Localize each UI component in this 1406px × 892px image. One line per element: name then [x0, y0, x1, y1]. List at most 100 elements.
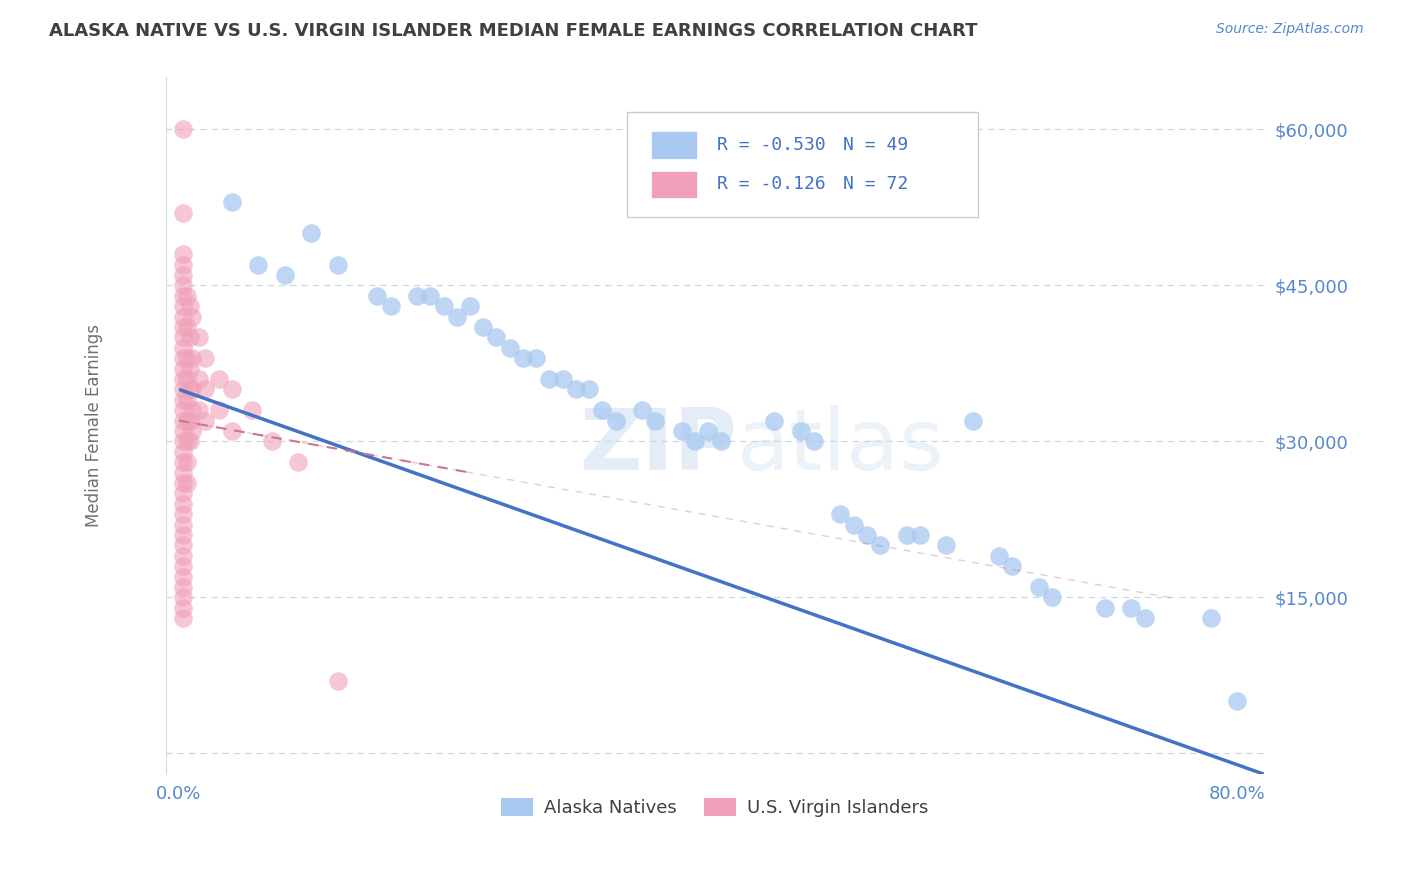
- Point: [172, 600, 194, 615]
- Point: [172, 351, 194, 366]
- Point: [179, 299, 201, 313]
- Point: [179, 383, 201, 397]
- Point: [172, 310, 194, 324]
- Point: [644, 414, 666, 428]
- Point: [172, 372, 194, 386]
- Point: [578, 383, 600, 397]
- Point: [176, 475, 198, 490]
- Text: R = -0.126: R = -0.126: [717, 176, 825, 194]
- Point: [524, 351, 547, 366]
- Point: [172, 392, 194, 407]
- Point: [179, 414, 201, 428]
- Text: N = 72: N = 72: [844, 176, 908, 194]
- Point: [172, 444, 194, 458]
- Point: [287, 455, 309, 469]
- Point: [1226, 694, 1249, 708]
- Point: [683, 434, 706, 449]
- Point: [172, 403, 194, 417]
- Point: [179, 434, 201, 449]
- Point: [935, 538, 957, 552]
- Point: [172, 205, 194, 219]
- Point: [988, 549, 1011, 563]
- Point: [240, 403, 263, 417]
- Point: [172, 268, 194, 282]
- Point: [176, 289, 198, 303]
- Point: [172, 434, 194, 449]
- Point: [551, 372, 574, 386]
- Point: [187, 372, 209, 386]
- Point: [172, 559, 194, 574]
- Point: [512, 351, 534, 366]
- Point: [172, 507, 194, 521]
- Point: [1028, 580, 1050, 594]
- Point: [172, 549, 194, 563]
- Point: [763, 414, 786, 428]
- Point: [187, 330, 209, 344]
- Point: [274, 268, 297, 282]
- Point: [326, 673, 349, 688]
- Point: [326, 258, 349, 272]
- Point: [260, 434, 283, 449]
- Point: [208, 372, 231, 386]
- Point: [803, 434, 825, 449]
- Y-axis label: Median Female Earnings: Median Female Earnings: [86, 325, 103, 527]
- Point: [172, 330, 194, 344]
- Point: [1133, 611, 1156, 625]
- Point: [172, 320, 194, 334]
- Point: [172, 517, 194, 532]
- Text: atlas: atlas: [737, 405, 945, 488]
- Point: [172, 414, 194, 428]
- Point: [380, 299, 402, 313]
- Point: [172, 258, 194, 272]
- Point: [176, 351, 198, 366]
- Point: [221, 424, 243, 438]
- Point: [172, 486, 194, 500]
- Point: [432, 299, 454, 313]
- Point: [485, 330, 508, 344]
- FancyBboxPatch shape: [651, 130, 697, 159]
- Point: [179, 330, 201, 344]
- Text: Source: ZipAtlas.com: Source: ZipAtlas.com: [1216, 22, 1364, 37]
- Point: [176, 392, 198, 407]
- Point: [1040, 591, 1063, 605]
- Point: [406, 289, 429, 303]
- Point: [605, 414, 627, 428]
- Point: [172, 466, 194, 480]
- Point: [299, 227, 322, 241]
- Point: [221, 195, 243, 210]
- Point: [172, 361, 194, 376]
- Point: [1094, 600, 1116, 615]
- Legend: Alaska Natives, U.S. Virgin Islanders: Alaska Natives, U.S. Virgin Islanders: [494, 790, 936, 824]
- Point: [1001, 559, 1024, 574]
- Point: [181, 424, 204, 438]
- Point: [247, 258, 270, 272]
- Point: [591, 403, 613, 417]
- Point: [172, 455, 194, 469]
- Point: [790, 424, 813, 438]
- Point: [181, 383, 204, 397]
- Point: [631, 403, 654, 417]
- FancyBboxPatch shape: [627, 112, 979, 217]
- Point: [962, 414, 984, 428]
- Point: [896, 528, 918, 542]
- Point: [179, 361, 201, 376]
- Point: [172, 299, 194, 313]
- Point: [187, 403, 209, 417]
- FancyBboxPatch shape: [651, 170, 697, 198]
- Point: [856, 528, 879, 542]
- Point: [176, 320, 198, 334]
- Point: [172, 591, 194, 605]
- Point: [208, 403, 231, 417]
- Point: [172, 538, 194, 552]
- Point: [697, 424, 720, 438]
- Point: [172, 611, 194, 625]
- Point: [172, 383, 194, 397]
- Point: [565, 383, 588, 397]
- Point: [172, 278, 194, 293]
- Point: [842, 517, 865, 532]
- Point: [1199, 611, 1222, 625]
- Point: [176, 372, 198, 386]
- Point: [538, 372, 561, 386]
- Point: [176, 455, 198, 469]
- Point: [172, 528, 194, 542]
